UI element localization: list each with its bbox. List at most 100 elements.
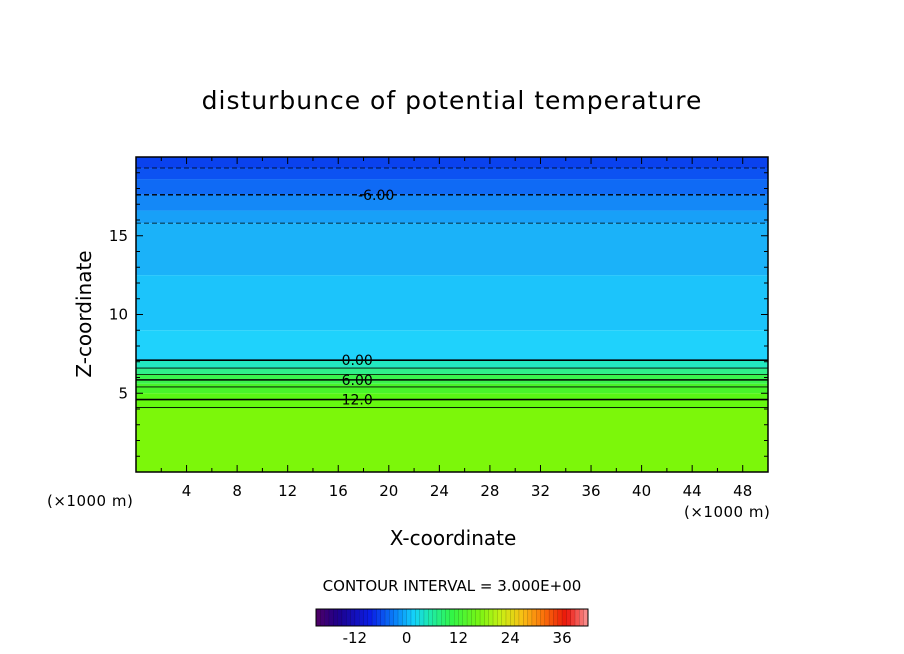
contour-label: 12.0 <box>342 393 373 409</box>
colorbar: -12 0 12 24 36 <box>315 608 589 647</box>
field-band <box>136 194 768 211</box>
colorbar-segment <box>320 609 325 626</box>
colorbar-segment <box>380 609 386 626</box>
x-unit-label-left: (×1000 m) <box>47 492 134 510</box>
field-band <box>136 399 768 409</box>
y-tick-label: 5 <box>118 384 128 402</box>
x-tick-label: 48 <box>733 482 752 500</box>
x-tick-label: 28 <box>480 482 499 500</box>
field-band <box>136 393 768 400</box>
x-tick-label: 32 <box>531 482 550 500</box>
colorbar-segment <box>346 609 351 626</box>
field-band <box>136 179 768 195</box>
colorbar-segment <box>419 609 425 626</box>
colorbar-segment <box>449 609 455 626</box>
x-tick-label: 44 <box>683 482 702 500</box>
colorbar-segment <box>475 609 481 626</box>
colorbar-segment <box>570 609 576 626</box>
colorbar-segment <box>557 609 563 626</box>
colorbar-segment <box>445 609 451 626</box>
contour-interval-text: CONTOUR INTERVAL = 3.000E+00 <box>322 577 582 595</box>
field-band <box>136 383 768 394</box>
colorbar-segment <box>385 609 390 626</box>
colorbar-segment <box>316 609 321 626</box>
colorbar-segment <box>523 609 528 626</box>
colorbar-segment <box>328 609 334 626</box>
field-band <box>136 368 768 375</box>
colorbar-segment <box>510 609 515 626</box>
colorbar-segment <box>376 609 382 626</box>
contour-label: -6.00 <box>358 188 394 204</box>
colorbar-segment <box>333 609 338 626</box>
colorbar-segment <box>575 609 580 626</box>
colorbar-segment <box>471 609 477 626</box>
colorbar-segment <box>354 609 360 626</box>
colorbar-segment <box>410 609 416 626</box>
colorbar-segment <box>406 609 412 626</box>
field-band <box>136 210 768 224</box>
field-band <box>136 168 768 180</box>
colorbar-segment <box>428 609 433 626</box>
colorbar-segment <box>337 609 343 626</box>
x-tick-label: 20 <box>379 482 398 500</box>
colorbar-segment <box>432 609 438 626</box>
colorbar-segment <box>505 609 511 626</box>
colorbar-segment <box>454 609 459 626</box>
colorbar-frame <box>315 608 589 627</box>
colorbar-segment <box>514 609 520 626</box>
x-tick-label: 8 <box>232 482 242 500</box>
colorbar-segment <box>536 609 541 626</box>
colorbar-segment <box>544 609 550 626</box>
colorbar-segment <box>501 609 507 626</box>
colorbar-segment <box>398 609 403 626</box>
contour-labels: -6.00 0.00 6.00 12.0 <box>342 188 395 409</box>
colorbar-segment <box>566 609 572 626</box>
colorbar-segment <box>484 609 489 626</box>
y-axis-label: Z-coordinate <box>72 250 96 378</box>
colorbar-segment <box>359 609 364 626</box>
colorbar-segment <box>579 609 584 626</box>
colorbar-segment <box>441 609 446 626</box>
colorbar-segment <box>324 609 330 626</box>
colorbar-segment <box>540 609 546 626</box>
colorbar-segment <box>480 609 485 626</box>
colorbar-tick-label: 24 <box>501 629 520 647</box>
colorbar-segment <box>393 609 399 626</box>
colorbar-segment <box>549 609 554 626</box>
field-band <box>136 360 768 369</box>
x-tick-label: 12 <box>278 482 297 500</box>
contour-label: 0.00 <box>342 353 373 369</box>
colorbar-tick-label: 0 <box>402 629 412 647</box>
colorbar-segment <box>389 609 395 626</box>
field-band <box>136 409 768 472</box>
colorbar-segment <box>518 609 524 626</box>
colorbar-segment <box>527 609 533 626</box>
colorbar-segment <box>488 609 494 626</box>
field-band <box>136 275 768 331</box>
colorbar-segment <box>341 609 347 626</box>
colorbar-segment <box>436 609 442 626</box>
field-band <box>136 330 768 361</box>
x-tick-label: 36 <box>581 482 600 500</box>
colorbar-segment <box>553 609 559 626</box>
x-unit-label-right: (×1000 m) <box>684 503 771 521</box>
colorbar-segment <box>467 609 472 626</box>
colorbar-tick-label: 12 <box>449 629 468 647</box>
colorbar-segment <box>458 609 464 626</box>
y-tick-label: 15 <box>109 227 128 245</box>
colorbar-segment <box>363 609 369 626</box>
colorbar-segment <box>583 609 589 626</box>
contour-label: 6.00 <box>342 373 373 389</box>
colorbar-segment <box>493 609 498 626</box>
colorbar-segment <box>415 609 420 626</box>
colorbar-segment <box>350 609 356 626</box>
colorbar-tick-label: 36 <box>553 629 572 647</box>
colorbar-segment <box>562 609 567 626</box>
y-tick-label: 10 <box>109 306 128 324</box>
contour-lines <box>136 167 768 408</box>
filled-contour-field <box>136 157 768 472</box>
x-tick-label: 16 <box>329 482 348 500</box>
colorbar-segment <box>372 609 377 626</box>
colorbar-segment <box>402 609 407 626</box>
